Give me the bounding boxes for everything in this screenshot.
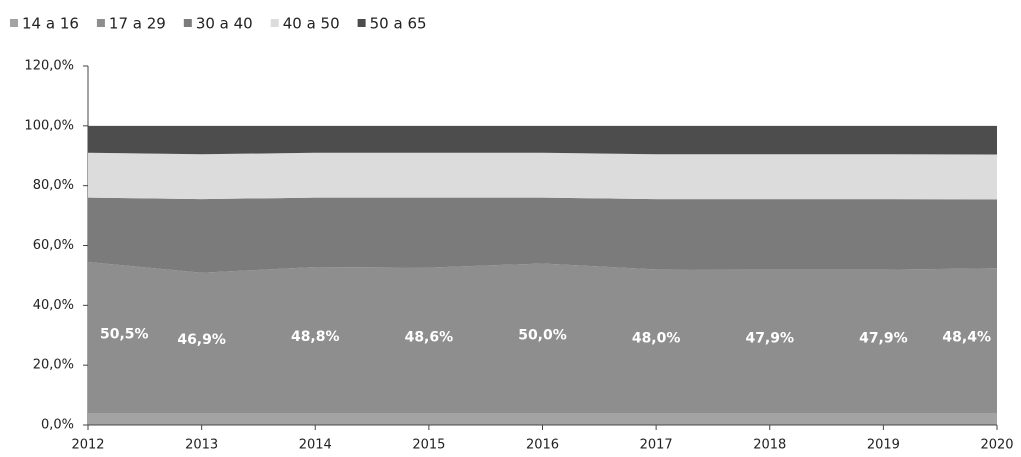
data-label: 48,0%: [632, 330, 681, 346]
y-tick-label: 80,0%: [33, 178, 74, 193]
data-label: 48,4%: [942, 330, 991, 346]
data-label: 48,6%: [405, 329, 454, 345]
data-label: 50,5%: [100, 326, 149, 342]
area: [88, 152, 997, 200]
y-tick-label: 0,0%: [41, 418, 74, 433]
x-tick-label: 2018: [753, 438, 786, 453]
y-tick-label: 40,0%: [33, 298, 74, 313]
legend-label: 17 a 29: [109, 15, 166, 33]
data-label: 47,9%: [745, 331, 794, 347]
legend-swatch: [96, 19, 105, 27]
y-tick-label: 120,0%: [24, 59, 74, 74]
x-tick-label: 2019: [867, 438, 900, 453]
legend-swatch: [357, 19, 366, 27]
y-tick-label: 100,0%: [24, 118, 74, 133]
legend-label: 14 a 16: [22, 15, 79, 33]
x-tick-label: 2017: [640, 438, 673, 453]
x-tick-label: 2015: [412, 438, 445, 453]
area: [88, 125, 997, 155]
data-label: 50,0%: [518, 327, 567, 343]
x-tick-label: 2013: [185, 438, 218, 453]
y-tick-label: 20,0%: [33, 358, 74, 373]
x-tick-label: 2012: [71, 438, 104, 453]
area: [88, 197, 997, 273]
x-tick-label: 2016: [526, 438, 559, 453]
legend-swatch: [10, 19, 18, 27]
data-label: 46,9%: [177, 332, 226, 348]
legend-swatch: [270, 19, 279, 27]
area: [88, 413, 997, 425]
legend-label: 30 a 40: [196, 15, 253, 33]
legend-swatch: [183, 19, 192, 27]
data-label: 47,9%: [859, 331, 908, 347]
x-tick-label: 2014: [299, 438, 332, 453]
area: [88, 261, 997, 414]
x-tick-label: 2020: [980, 438, 1013, 453]
y-tick-label: 60,0%: [33, 238, 74, 253]
legend-label: 40 a 50: [283, 15, 340, 33]
legend-label: 50 a 65: [370, 15, 427, 33]
data-label: 48,8%: [291, 329, 340, 345]
